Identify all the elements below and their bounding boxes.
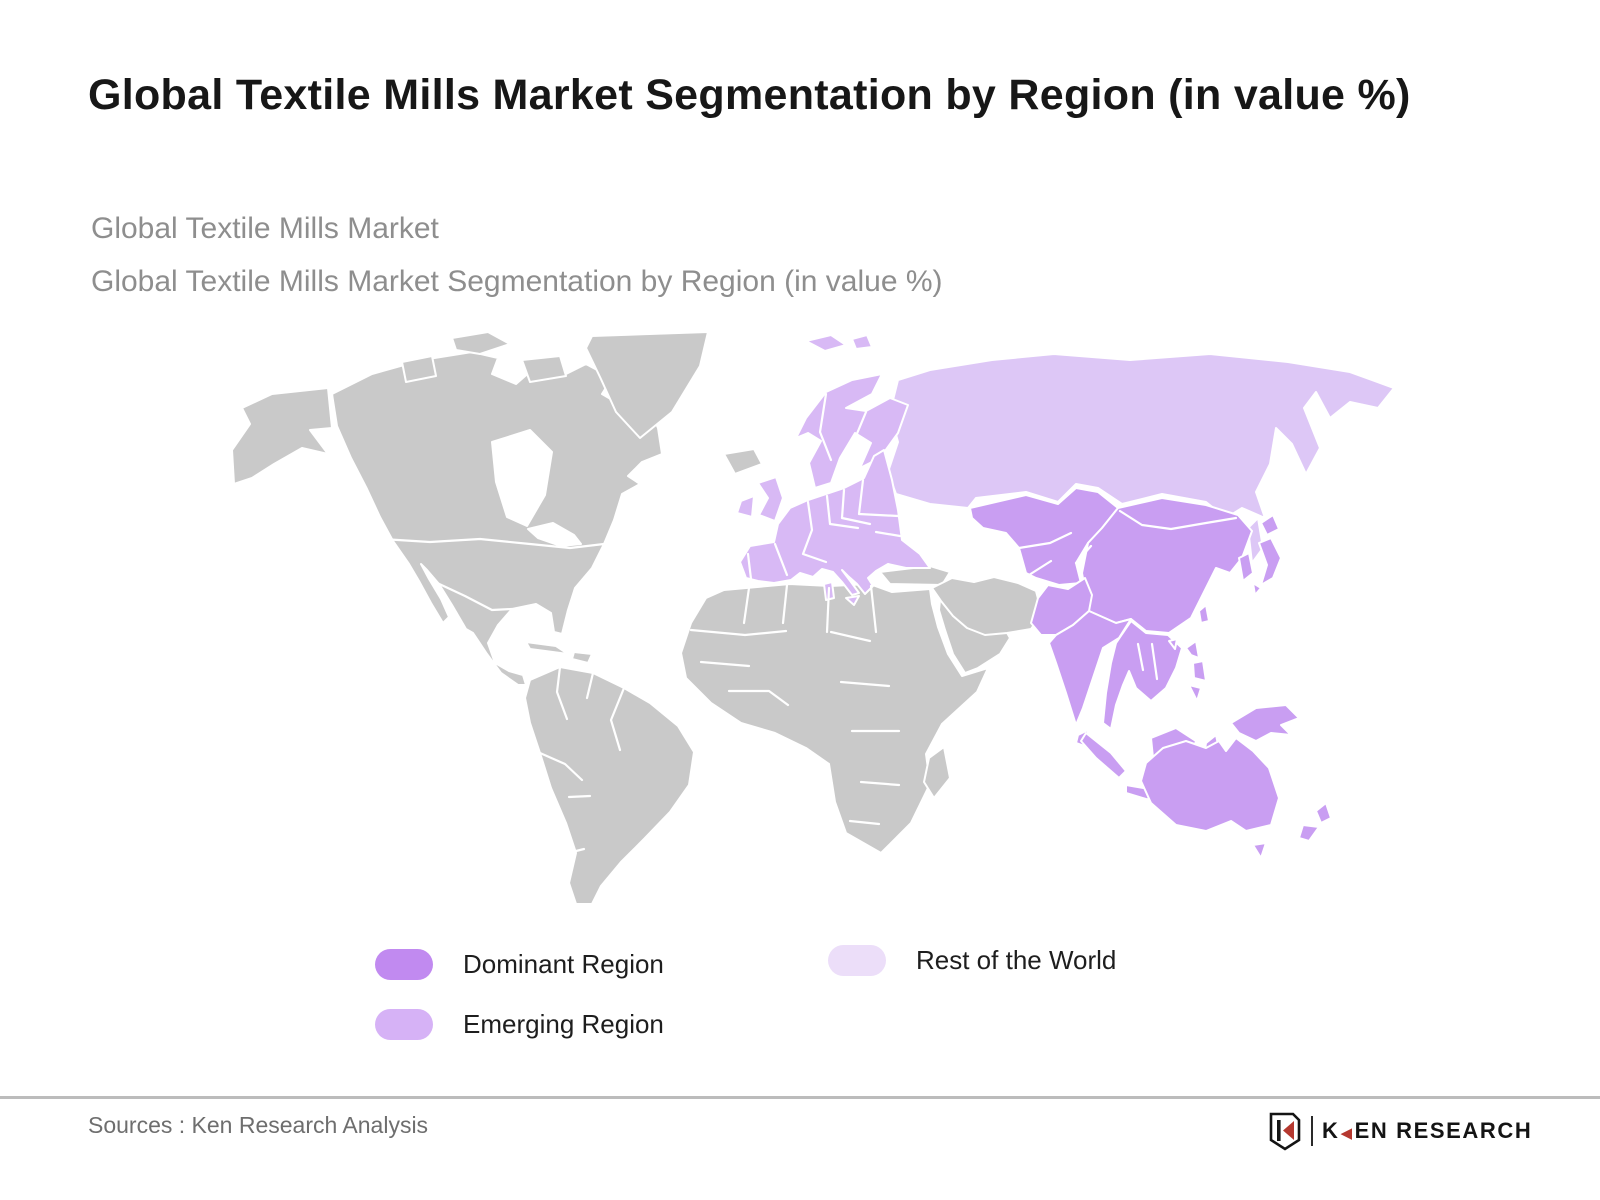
region-new-zealand	[1298, 802, 1332, 842]
logo-divider-bar	[1311, 1116, 1313, 1146]
legend-item-rest-of-world: Rest of the World	[828, 945, 1116, 976]
map-country-borders	[330, 392, 1238, 854]
region-ireland	[736, 495, 755, 518]
ken-research-shield-icon	[1269, 1112, 1301, 1151]
legend-label-rest-of-world: Rest of the World	[916, 945, 1117, 975]
region-svalbard	[805, 334, 873, 352]
region-australia	[1140, 737, 1280, 832]
region-russia	[887, 353, 1395, 519]
region-china-mongolia	[1081, 497, 1253, 634]
region-hispaniola	[571, 651, 593, 664]
logo-wordmark: K◀EN RESEARCH	[1322, 1118, 1533, 1143]
region-central-asia	[969, 487, 1119, 586]
world-choropleth-map	[231, 332, 1395, 904]
region-tasmania	[1252, 842, 1267, 859]
border-lines-africa	[689, 583, 901, 826]
region-arctic-islands	[401, 332, 567, 383]
region-europe-mainland	[739, 449, 931, 596]
region-cuba	[525, 641, 569, 655]
region-south-america	[524, 666, 695, 904]
border-lines-north-america	[330, 392, 606, 668]
region-madagascar	[923, 746, 951, 799]
legend-label-dominant: Dominant Region	[463, 949, 664, 979]
region-africa	[680, 583, 989, 854]
region-alaska	[231, 387, 333, 485]
border-lines-south-america	[538, 665, 626, 854]
source-text: Sources : Ken Research Analysis	[88, 1112, 429, 1138]
map-layer-dominant	[969, 487, 1332, 859]
region-sumatra	[1080, 732, 1127, 779]
legend-label-emerging: Emerging Region	[463, 1009, 664, 1039]
legend-item-dominant: Dominant Region	[375, 949, 664, 980]
logo-red-triangle-icon: ◀	[1340, 1125, 1354, 1142]
legend-swatch-dominant	[375, 949, 433, 980]
region-sicily	[845, 595, 860, 606]
legend-item-emerging: Emerging Region	[375, 1009, 664, 1040]
map-layer-base-land	[231, 332, 1043, 904]
border-lines-europe	[746, 392, 902, 581]
region-india	[1048, 610, 1132, 726]
region-hainan	[1168, 638, 1178, 650]
region-north-america	[331, 351, 663, 686]
region-korea	[1238, 552, 1254, 582]
region-new-guinea	[1230, 704, 1300, 742]
region-iceland	[723, 448, 763, 475]
legend-swatch-emerging	[375, 1009, 433, 1040]
region-taiwan	[1198, 604, 1210, 624]
ken-research-logo: K◀EN RESEARCH	[1268, 1110, 1532, 1152]
subtitle-segmentation: Global Textile Mills Market Segmentation…	[91, 265, 943, 298]
footer-divider	[0, 1096, 1600, 1099]
region-uk	[757, 476, 784, 522]
region-philippines	[1185, 640, 1207, 702]
map-layer-rest-of-world	[887, 353, 1395, 564]
region-southeast-asia	[1102, 620, 1183, 730]
page-title: Global Textile Mills Market Segmentation…	[88, 71, 1411, 119]
subtitle-market: Global Textile Mills Market	[91, 212, 439, 245]
border-lines-asia	[1017, 509, 1238, 681]
legend-swatch-rest-of-world	[828, 945, 886, 976]
region-japan	[1252, 514, 1282, 596]
region-greenland	[585, 332, 709, 439]
